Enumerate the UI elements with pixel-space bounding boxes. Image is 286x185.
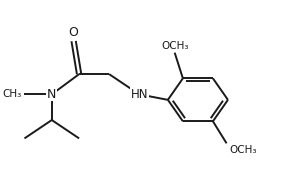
Text: OCH₃: OCH₃ bbox=[161, 41, 188, 51]
Text: OCH₃: OCH₃ bbox=[229, 145, 257, 155]
Text: N: N bbox=[47, 88, 56, 101]
Text: HN: HN bbox=[130, 88, 148, 101]
Text: O: O bbox=[69, 26, 79, 39]
Text: CH₃: CH₃ bbox=[3, 89, 22, 99]
